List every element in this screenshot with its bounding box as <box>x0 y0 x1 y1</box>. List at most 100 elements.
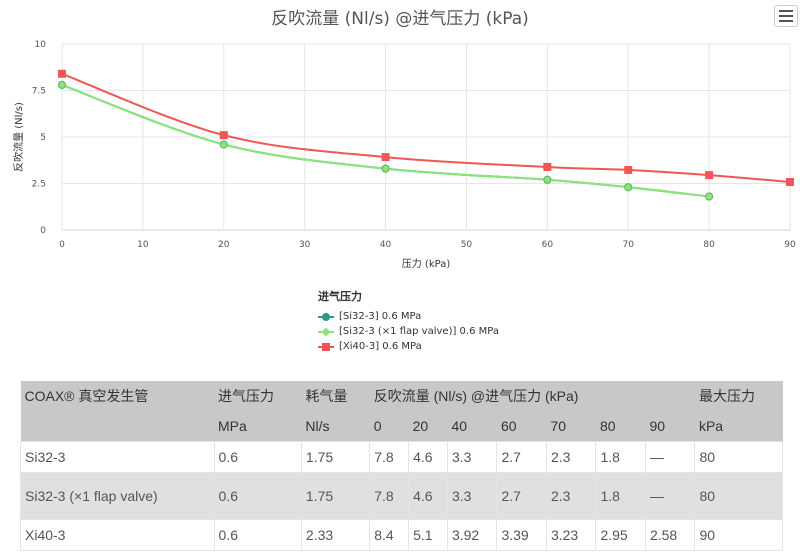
table-cell: 80 <box>694 472 783 520</box>
y-tick-label: 5 <box>40 133 46 143</box>
legend-square-icon <box>318 342 334 351</box>
table-cell: 3.3 <box>446 441 498 473</box>
table-cell: 2.95 <box>595 519 646 551</box>
x-tick-label: 90 <box>784 240 796 250</box>
header-max-pressure: 最大压力 <box>694 381 783 411</box>
table-cell: 1.8 <box>595 441 646 473</box>
x-tick-label: 50 <box>461 240 473 250</box>
table-cell: 3.3 <box>446 472 498 520</box>
table-cell: 4.6 <box>408 472 448 520</box>
x-tick-label: 40 <box>380 240 392 250</box>
y-tick-label: 7.5 <box>32 87 46 97</box>
x-tick-label: 20 <box>218 240 230 250</box>
table-cell: 5.1 <box>408 519 448 551</box>
unit-header: 70 <box>546 411 596 442</box>
table-cell: 1.75 <box>300 441 371 473</box>
table-cell: 2.7 <box>496 441 547 473</box>
unit-header <box>20 411 215 442</box>
data-point <box>705 171 714 180</box>
legend-label: [Si32-3 (×1 flap valve)] 0.6 MPa <box>339 326 499 337</box>
table-cell: 0.6 <box>213 441 302 473</box>
x-tick-label: 0 <box>59 240 65 250</box>
table-cell: 3.39 <box>496 519 547 551</box>
data-point <box>543 175 552 184</box>
data-point <box>219 140 228 149</box>
legend-item[interactable]: [Si32-3 (×1 flap valve)] 0.6 MPa <box>318 324 499 339</box>
table-cell: Si32-3 (×1 flap valve) <box>20 472 215 520</box>
unit-header: 60 <box>496 411 547 442</box>
table-cell: 2.58 <box>644 519 696 551</box>
legend: 进气压力 [Si32-3] 0.6 MPa [Si32-3 (×1 flap va… <box>318 288 499 354</box>
data-point <box>624 183 633 192</box>
data-point <box>381 164 390 173</box>
table-cell: 2.3 <box>545 472 597 520</box>
x-tick-label: 30 <box>299 240 311 250</box>
table-cell: 2.7 <box>496 472 547 520</box>
header-pressure: 进气压力 <box>214 381 302 411</box>
data-point <box>705 192 714 201</box>
table-cell: 3.23 <box>545 519 597 551</box>
x-tick-label: 10 <box>137 240 149 250</box>
unit-header: Nl/s <box>301 411 370 442</box>
table-cell: Xi40-3 <box>20 519 215 551</box>
x-axis-label: 压力 (kPa) <box>402 257 451 270</box>
legend-title: 进气压力 <box>318 290 362 303</box>
table-cell: 0.6 <box>213 472 302 520</box>
legend-item[interactable]: [Xi40-3] 0.6 MPa <box>318 339 499 354</box>
data-point <box>624 165 633 174</box>
chart-title: 反吹流量 (Nl/s) @进气压力 (kPa) <box>271 9 529 29</box>
unit-header: 40 <box>447 411 497 442</box>
legend-label: [Si32-3] 0.6 MPa <box>339 311 422 322</box>
table-cell: 0.6 <box>213 519 302 551</box>
table-cell: 4.6 <box>408 441 448 473</box>
table-header-row: COAX® 真空发生管 进气压力 耗气量 反吹流量 (Nl/s) @进气压力 (… <box>20 381 783 411</box>
table-cell: Si32-3 <box>20 441 215 473</box>
hamburger-icon[interactable] <box>774 5 798 27</box>
unit-header: 0 <box>369 411 409 442</box>
table-cell: 80 <box>694 441 783 473</box>
table-cell: — <box>644 472 696 520</box>
legend-label: [Xi40-3] 0.6 MPa <box>339 341 422 352</box>
y-axis-label: 反吹流量 (Nl/s) <box>12 102 25 172</box>
line-chart: 0 10 20 30 40 50 60 70 80 90 0 2.5 5 7.5 10 压力 (kPa) 反吹流… <box>12 40 796 270</box>
x-tick-label: 60 <box>542 240 554 250</box>
table-cell: 8.4 <box>369 519 410 551</box>
header-model: COAX® 真空发生管 <box>20 381 215 411</box>
data-point <box>786 178 794 187</box>
x-tick-label: 80 <box>703 240 715 250</box>
table-cell: 7.8 <box>369 441 410 473</box>
legend-circle-icon <box>318 312 334 321</box>
legend-diamond-icon <box>318 326 334 337</box>
x-tick-label: 70 <box>622 240 634 250</box>
data-point <box>543 162 552 171</box>
table-row: Xi40-3 0.6 2.33 8.4 5.1 3.92 3.39 3.23 2.95 2.58 9… <box>20 519 783 551</box>
table-cell: 3.92 <box>446 519 498 551</box>
unit-header: 80 <box>595 411 646 442</box>
table-cell: 2.3 <box>545 441 597 473</box>
table-cell: 7.8 <box>369 472 410 520</box>
header-blowoff: 反吹流量 (Nl/s) @进气压力 (kPa) <box>369 381 695 411</box>
unit-header: MPa <box>214 411 302 442</box>
y-tick-label: 10 <box>35 40 47 50</box>
table-cell: — <box>644 441 696 473</box>
unit-header: kPa <box>694 411 783 442</box>
table-row: Si32-3 0.6 1.75 7.8 4.6 3.3 2.7 2.3 1.8—80 <box>20 441 783 473</box>
series-line <box>61 72 791 184</box>
table-cell: 1.75 <box>300 472 371 520</box>
unit-header: 90 <box>645 411 695 442</box>
data-point <box>381 153 390 162</box>
data-point <box>58 69 66 78</box>
table-cell: 90 <box>694 519 783 551</box>
table-unit-row: MPa Nl/s 0 20 40 60 70 80 90 kPa <box>20 411 783 442</box>
y-tick-label: 0 <box>40 226 46 236</box>
header-consumption: 耗气量 <box>301 381 370 411</box>
table-cell: 2.33 <box>300 519 371 551</box>
legend-item[interactable]: [Si32-3] 0.6 MPa <box>318 309 499 324</box>
spec-table: COAX® 真空发生管 进气压力 耗气量 反吹流量 (Nl/s) @进气压力 (… <box>20 381 783 551</box>
unit-header: 20 <box>408 411 448 442</box>
data-point <box>58 80 66 89</box>
table-row: Si32-3 (×1 flap valve) 0.6 1.75 7.8 4.6 3.3 2.… <box>20 472 783 520</box>
table-cell: 1.8 <box>595 472 646 520</box>
y-tick-label: 2.5 <box>32 180 46 190</box>
data-point <box>219 131 228 140</box>
